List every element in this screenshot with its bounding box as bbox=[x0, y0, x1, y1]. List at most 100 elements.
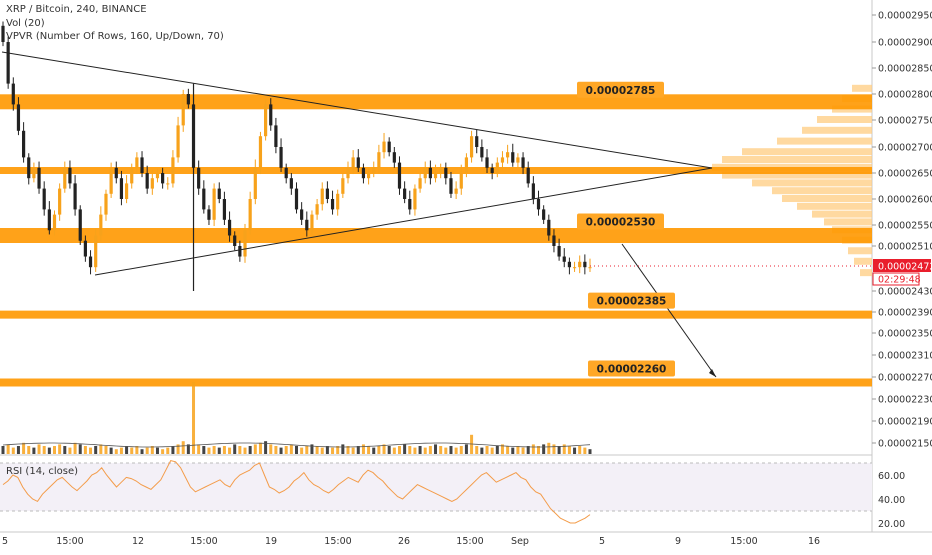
rsi-tick-label: 40.00 bbox=[878, 495, 905, 506]
time-tick-label: 16 bbox=[808, 536, 820, 547]
support-resistance-zone bbox=[0, 378, 872, 387]
candle-body bbox=[233, 235, 237, 246]
volume-bar bbox=[336, 446, 340, 454]
volume-bar bbox=[315, 446, 319, 454]
volume-bar bbox=[562, 444, 566, 454]
volume-bar bbox=[531, 444, 535, 454]
vpvr-indicator-label[interactable]: VPVR (Number Of Rows, 160, Up/Down, 70) bbox=[6, 31, 224, 42]
candle-body bbox=[459, 173, 463, 189]
volume-ma-line bbox=[2, 442, 591, 448]
candle-body bbox=[58, 188, 62, 215]
volume-bar bbox=[557, 446, 561, 454]
rsi-indicator-label[interactable]: RSI (14, close) bbox=[6, 466, 79, 477]
candle-body bbox=[547, 219, 551, 236]
support-resistance-zone bbox=[0, 228, 872, 243]
candle-body bbox=[372, 167, 376, 173]
volume-bar bbox=[346, 446, 350, 454]
support-resistance-zone bbox=[0, 310, 872, 319]
volume-bar bbox=[83, 446, 87, 454]
price-tick-label: 0.00002850 bbox=[878, 64, 932, 75]
candle-body bbox=[109, 167, 113, 194]
price-tick-label: 0.00002550 bbox=[878, 221, 932, 232]
candle-body bbox=[418, 178, 422, 189]
volume-indicator-label[interactable]: Vol (20) bbox=[6, 18, 45, 29]
volume-bar bbox=[418, 446, 422, 454]
price-tick-label: 0.00002310 bbox=[878, 351, 932, 362]
volume-bar bbox=[578, 446, 582, 454]
candle-body bbox=[119, 178, 124, 199]
candle-body bbox=[526, 167, 530, 184]
volume-bar bbox=[16, 446, 20, 454]
time-tick-label: 26 bbox=[398, 536, 410, 547]
vpvr-row bbox=[854, 257, 872, 265]
candle-body bbox=[181, 94, 185, 126]
volume-bar bbox=[325, 446, 329, 454]
volume-bar bbox=[264, 441, 268, 454]
volume-bar bbox=[150, 446, 154, 454]
volume-bar bbox=[573, 447, 577, 454]
volume-bar bbox=[320, 447, 324, 454]
volume-bar bbox=[228, 447, 232, 454]
volume-bar bbox=[22, 442, 26, 454]
candle-body bbox=[397, 162, 402, 189]
volume-bar bbox=[428, 446, 432, 454]
volume-bar bbox=[408, 446, 412, 454]
candle-body bbox=[433, 173, 438, 179]
vpvr-row bbox=[824, 218, 872, 226]
candle-body bbox=[377, 152, 381, 168]
volume-bar bbox=[526, 446, 530, 454]
volume-bar bbox=[367, 446, 371, 454]
candle-body bbox=[83, 240, 87, 257]
candle-body bbox=[1, 25, 5, 42]
candle-body bbox=[444, 167, 448, 179]
price-tick-label: 0.00002600 bbox=[878, 195, 932, 206]
candle-body bbox=[562, 256, 566, 262]
zone-label-text: 0.00002785 bbox=[586, 85, 656, 97]
candle-body bbox=[315, 204, 319, 215]
candle-body bbox=[94, 235, 98, 268]
volume-bar bbox=[58, 444, 62, 454]
volume-bar bbox=[258, 442, 262, 454]
volume-bar bbox=[310, 444, 314, 454]
vpvr-row bbox=[742, 148, 872, 156]
candle-body bbox=[274, 125, 278, 147]
time-tick-label: 15:00 bbox=[456, 536, 483, 547]
candle-body bbox=[423, 167, 427, 179]
volume-bar bbox=[449, 446, 453, 454]
candle-body bbox=[351, 157, 355, 168]
rsi-tick-label: 60.00 bbox=[878, 471, 905, 482]
volume-bar bbox=[475, 446, 479, 454]
candle-body bbox=[392, 152, 396, 163]
zone-labels: 0.00002785 0.00002530 0.00002385 0.00002260 bbox=[577, 81, 675, 377]
volume-bar bbox=[89, 447, 93, 454]
volume-bar bbox=[125, 446, 129, 454]
vpvr-row bbox=[797, 202, 872, 210]
candle-body bbox=[475, 136, 479, 147]
candle-body bbox=[330, 199, 335, 210]
vpvr-row bbox=[722, 171, 872, 179]
volume-bar bbox=[207, 447, 211, 454]
candle-body bbox=[197, 167, 201, 189]
candle-body bbox=[166, 183, 170, 185]
price-tick-label: 0.00002900 bbox=[878, 38, 932, 49]
candle-body bbox=[341, 178, 345, 194]
candle-body bbox=[217, 188, 221, 199]
candle-body bbox=[366, 173, 371, 179]
volume-bar bbox=[500, 444, 504, 454]
candle-body bbox=[387, 141, 391, 153]
candle-body bbox=[495, 162, 499, 173]
volume-bar bbox=[361, 444, 365, 454]
volume-bar bbox=[444, 447, 448, 454]
candle-body bbox=[500, 157, 505, 163]
volume-bar bbox=[114, 449, 118, 454]
volume-bar bbox=[202, 446, 206, 454]
volume-bar bbox=[459, 446, 463, 454]
candle-body bbox=[428, 167, 432, 179]
volume-bar bbox=[423, 447, 427, 454]
volume-bar bbox=[27, 446, 31, 454]
zone-label-box bbox=[577, 213, 664, 230]
candle-body bbox=[222, 199, 227, 220]
lower-trendline bbox=[94, 167, 713, 276]
candles bbox=[1, 21, 592, 291]
